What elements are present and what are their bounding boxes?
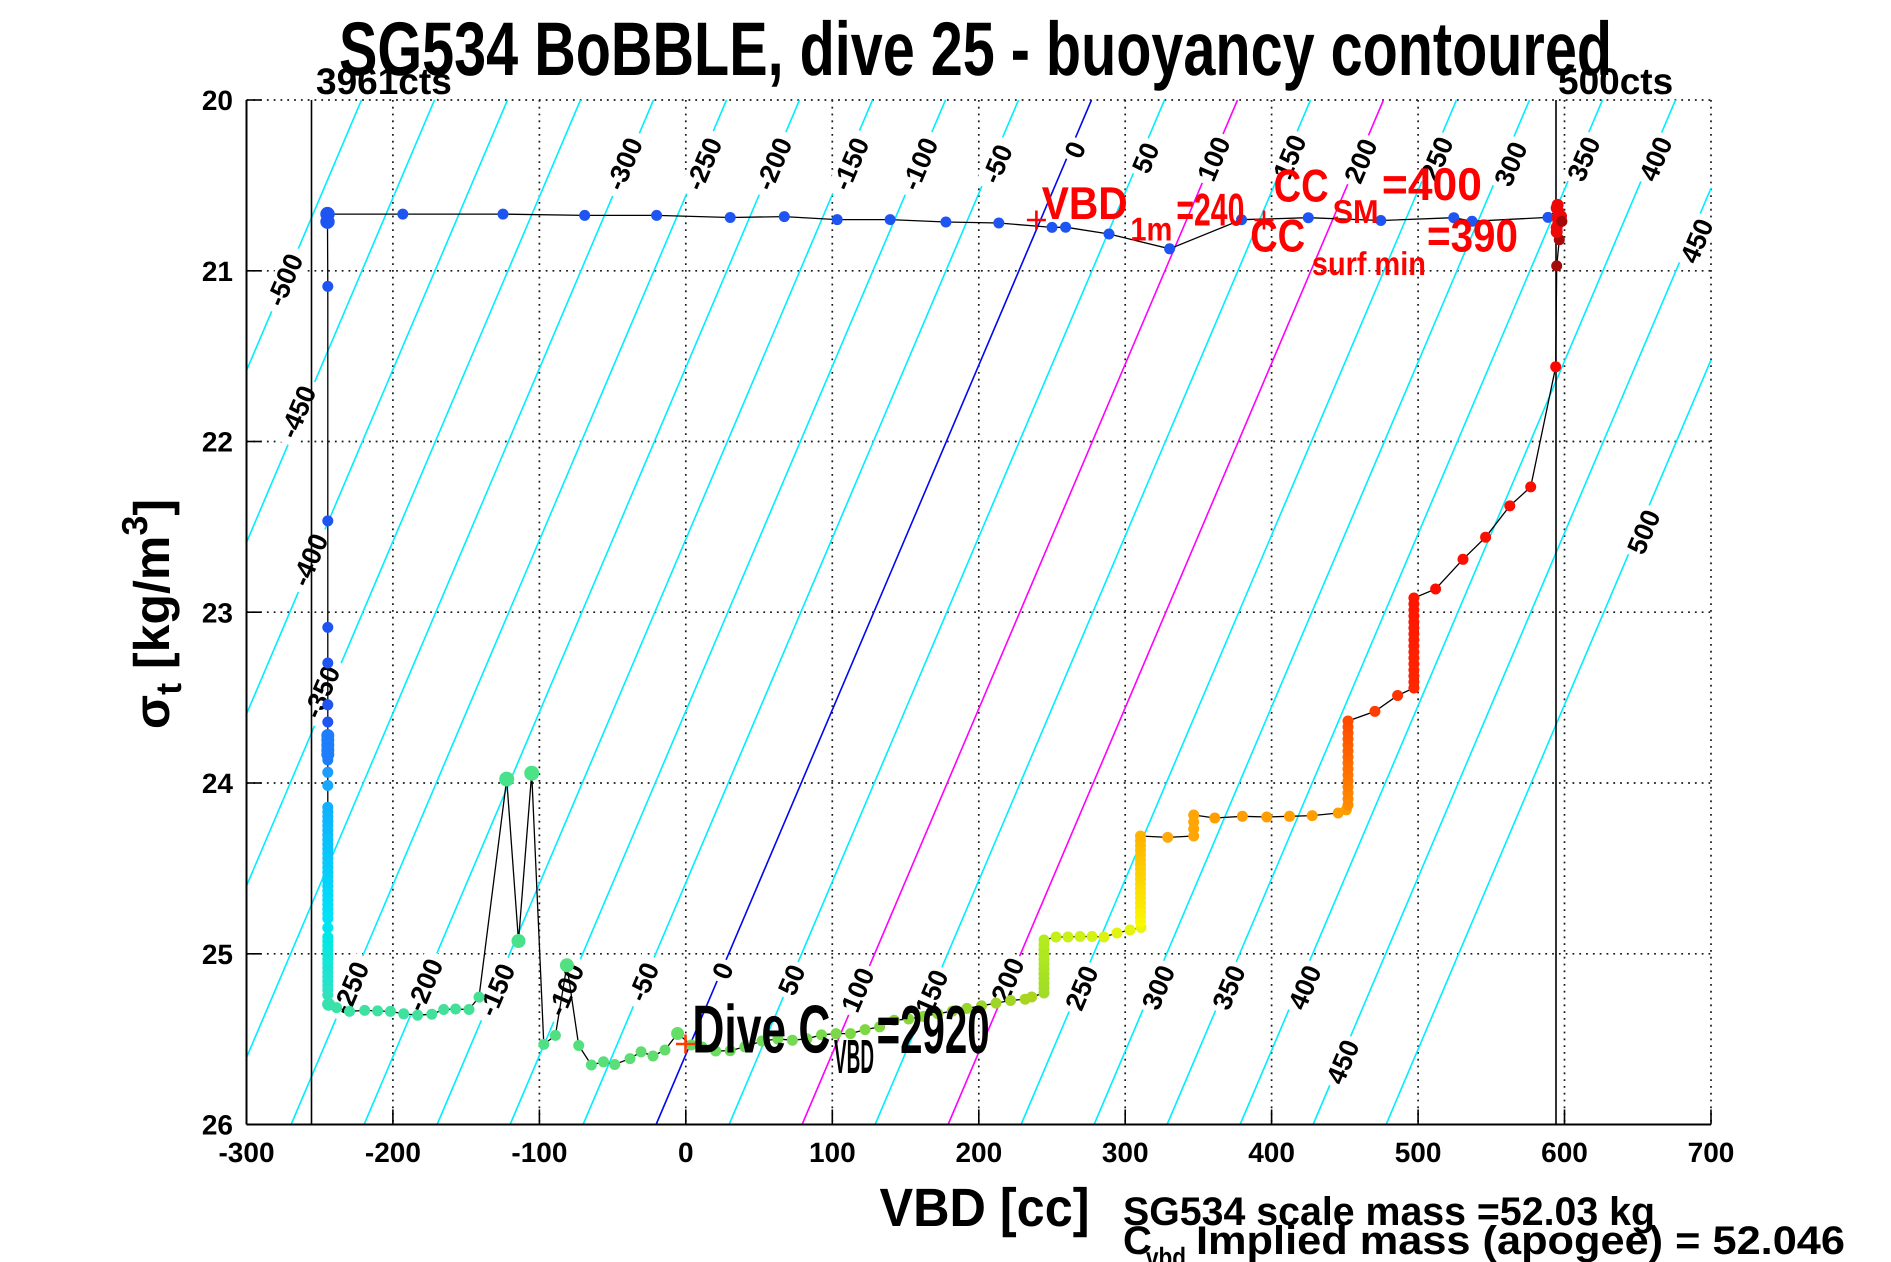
svg-text:=390: =390 [1427, 209, 1518, 261]
svg-text:SM: SM [1333, 193, 1379, 230]
svg-text:0: 0 [678, 1137, 694, 1168]
svg-text:700: 700 [1688, 1137, 1735, 1168]
svg-text:-100: -100 [511, 1137, 567, 1168]
svg-text:σt [kg/m3]: σt [kg/m3] [114, 499, 189, 729]
svg-text:22: 22 [202, 427, 233, 458]
svg-text:3961cts: 3961cts [316, 61, 452, 102]
svg-text:vbd: vbd [1146, 1242, 1186, 1262]
svg-text:SG534 scale mass =52.03 kg: SG534 scale mass =52.03 kg [1123, 1190, 1655, 1234]
svg-text:-200: -200 [365, 1137, 421, 1168]
svg-text:400: 400 [1248, 1137, 1295, 1168]
svg-text:200: 200 [955, 1137, 1002, 1168]
svg-text:500: 500 [1395, 1137, 1442, 1168]
svg-text:VBD: VBD [1042, 177, 1128, 229]
svg-text:surf min: surf min [1312, 245, 1426, 282]
svg-text:SG534 BoBBLE, dive 25 - buoyan: SG534 BoBBLE, dive 25 - buoyancy contour… [339, 7, 1612, 92]
svg-text:100: 100 [809, 1137, 856, 1168]
svg-text:=400: =400 [1382, 158, 1482, 210]
svg-text:Implied mass (apogee) = 52.046: Implied mass (apogee) = 52.046 [1196, 1219, 1845, 1262]
svg-text:CC: CC [1274, 159, 1329, 211]
svg-text:600: 600 [1541, 1137, 1588, 1168]
svg-text:1m: 1m [1130, 211, 1172, 248]
svg-text:26: 26 [202, 1110, 233, 1141]
svg-text:CC: CC [1250, 209, 1305, 261]
svg-text:VBD: VBD [834, 1031, 874, 1084]
svg-text:20: 20 [202, 85, 233, 116]
svg-text:300: 300 [1102, 1137, 1149, 1168]
svg-text:VBD [cc]: VBD [cc] [880, 1178, 1090, 1238]
svg-text:=2920: =2920 [877, 992, 990, 1068]
svg-text:=240: =240 [1176, 183, 1244, 235]
svg-text:Dive C: Dive C [692, 991, 830, 1067]
svg-text:23: 23 [202, 597, 233, 628]
svg-text:500cts: 500cts [1558, 61, 1673, 102]
svg-text:25: 25 [202, 939, 233, 970]
svg-text:C: C [1123, 1219, 1152, 1262]
svg-text:24: 24 [202, 768, 234, 799]
svg-text:-300: -300 [218, 1137, 274, 1168]
svg-text:21: 21 [202, 256, 233, 287]
